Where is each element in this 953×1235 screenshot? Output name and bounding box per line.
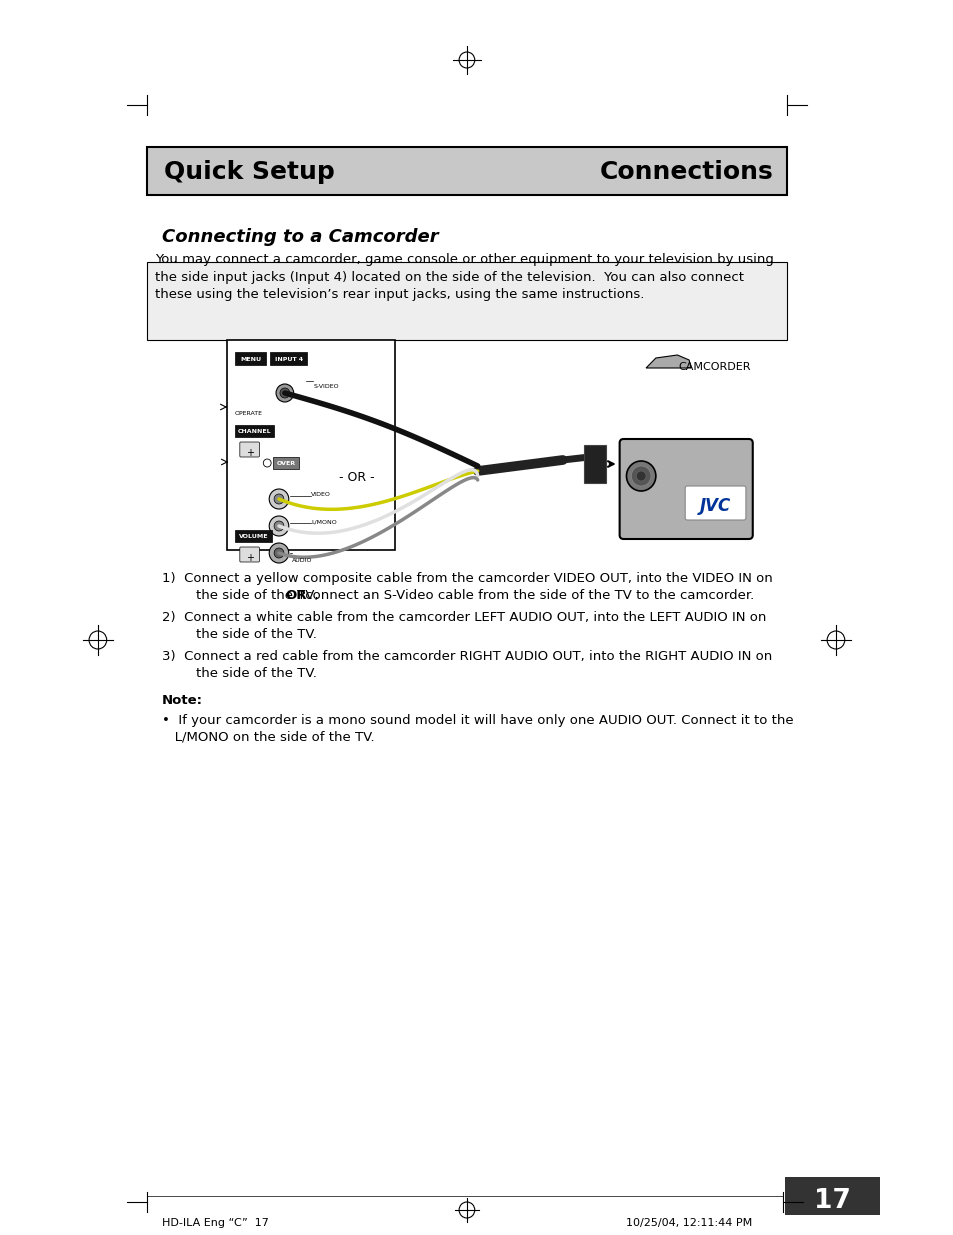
Circle shape: [274, 548, 284, 558]
Circle shape: [626, 461, 655, 492]
Circle shape: [636, 471, 645, 480]
Text: Connections: Connections: [598, 161, 773, 184]
Circle shape: [279, 388, 290, 398]
Text: 2)  Connect a white cable from the camcorder LEFT AUDIO OUT, into the LEFT AUDIO: 2) Connect a white cable from the camcor…: [161, 611, 765, 624]
Circle shape: [263, 459, 271, 467]
Text: Quick Setup: Quick Setup: [164, 161, 335, 184]
Text: 17: 17: [813, 1188, 849, 1214]
Text: OR: OR: [286, 589, 307, 601]
FancyBboxPatch shape: [147, 262, 786, 340]
Text: 1)  Connect a yellow composite cable from the camcorder VIDEO OUT, into the VIDE: 1) Connect a yellow composite cable from…: [161, 572, 772, 585]
Text: L/MONO on the side of the TV.: L/MONO on the side of the TV.: [161, 731, 374, 743]
Text: - OR -: - OR -: [339, 471, 375, 484]
Circle shape: [274, 521, 284, 531]
Circle shape: [269, 516, 289, 536]
FancyBboxPatch shape: [619, 438, 752, 538]
FancyBboxPatch shape: [227, 340, 395, 550]
Circle shape: [269, 543, 289, 563]
Text: 10/25/04, 12:11:44 PM: 10/25/04, 12:11:44 PM: [626, 1218, 752, 1228]
FancyBboxPatch shape: [239, 547, 259, 562]
Text: VOLUME: VOLUME: [238, 534, 268, 538]
FancyBboxPatch shape: [584, 445, 605, 483]
Text: CHANNEL: CHANNEL: [237, 429, 271, 433]
FancyBboxPatch shape: [273, 457, 298, 469]
Polygon shape: [645, 354, 690, 368]
Text: CAMCORDER: CAMCORDER: [678, 362, 750, 372]
FancyBboxPatch shape: [234, 425, 274, 437]
Text: OVER: OVER: [276, 461, 295, 466]
Circle shape: [274, 494, 284, 504]
Text: the side of the TV.: the side of the TV.: [161, 629, 316, 641]
Text: Note:: Note:: [161, 694, 202, 706]
Circle shape: [269, 489, 289, 509]
Text: JVC: JVC: [700, 496, 730, 515]
Text: +: +: [245, 448, 253, 458]
Text: connect an S-Video cable from the side of the TV to the camcorder.: connect an S-Video cable from the side o…: [300, 589, 753, 601]
Text: +: +: [245, 553, 253, 563]
Text: •  If your camcorder is a mono sound model it will have only one AUDIO OUT. Conn: • If your camcorder is a mono sound mode…: [161, 714, 792, 727]
Text: VIDEO: VIDEO: [311, 492, 331, 496]
Text: AUDIO: AUDIO: [292, 558, 312, 563]
Text: MENU: MENU: [240, 357, 261, 362]
Text: 3)  Connect a red cable from the camcorder RIGHT AUDIO OUT, into the RIGHT AUDIO: 3) Connect a red cable from the camcorde…: [161, 650, 771, 663]
Text: the side of the TV,: the side of the TV,: [161, 589, 322, 601]
Text: S-VIDEO: S-VIDEO: [313, 384, 338, 389]
FancyBboxPatch shape: [239, 442, 259, 457]
Text: the side of the TV.: the side of the TV.: [161, 667, 316, 680]
Text: L/MONO: L/MONO: [311, 519, 336, 524]
FancyBboxPatch shape: [234, 352, 266, 366]
FancyBboxPatch shape: [684, 487, 745, 520]
Circle shape: [631, 466, 650, 487]
Text: Connecting to a Camcorder: Connecting to a Camcorder: [161, 228, 437, 246]
FancyBboxPatch shape: [784, 1177, 879, 1215]
Circle shape: [275, 384, 294, 403]
Text: OPERATE: OPERATE: [234, 411, 263, 416]
Text: INPUT 4: INPUT 4: [274, 357, 302, 362]
Text: You may connect a camcorder, game console or other equipment to your television : You may connect a camcorder, game consol…: [154, 253, 773, 301]
FancyBboxPatch shape: [234, 530, 272, 542]
FancyBboxPatch shape: [270, 352, 307, 366]
FancyBboxPatch shape: [147, 147, 786, 195]
Text: HD-ILA Eng “C”  17: HD-ILA Eng “C” 17: [161, 1218, 268, 1228]
